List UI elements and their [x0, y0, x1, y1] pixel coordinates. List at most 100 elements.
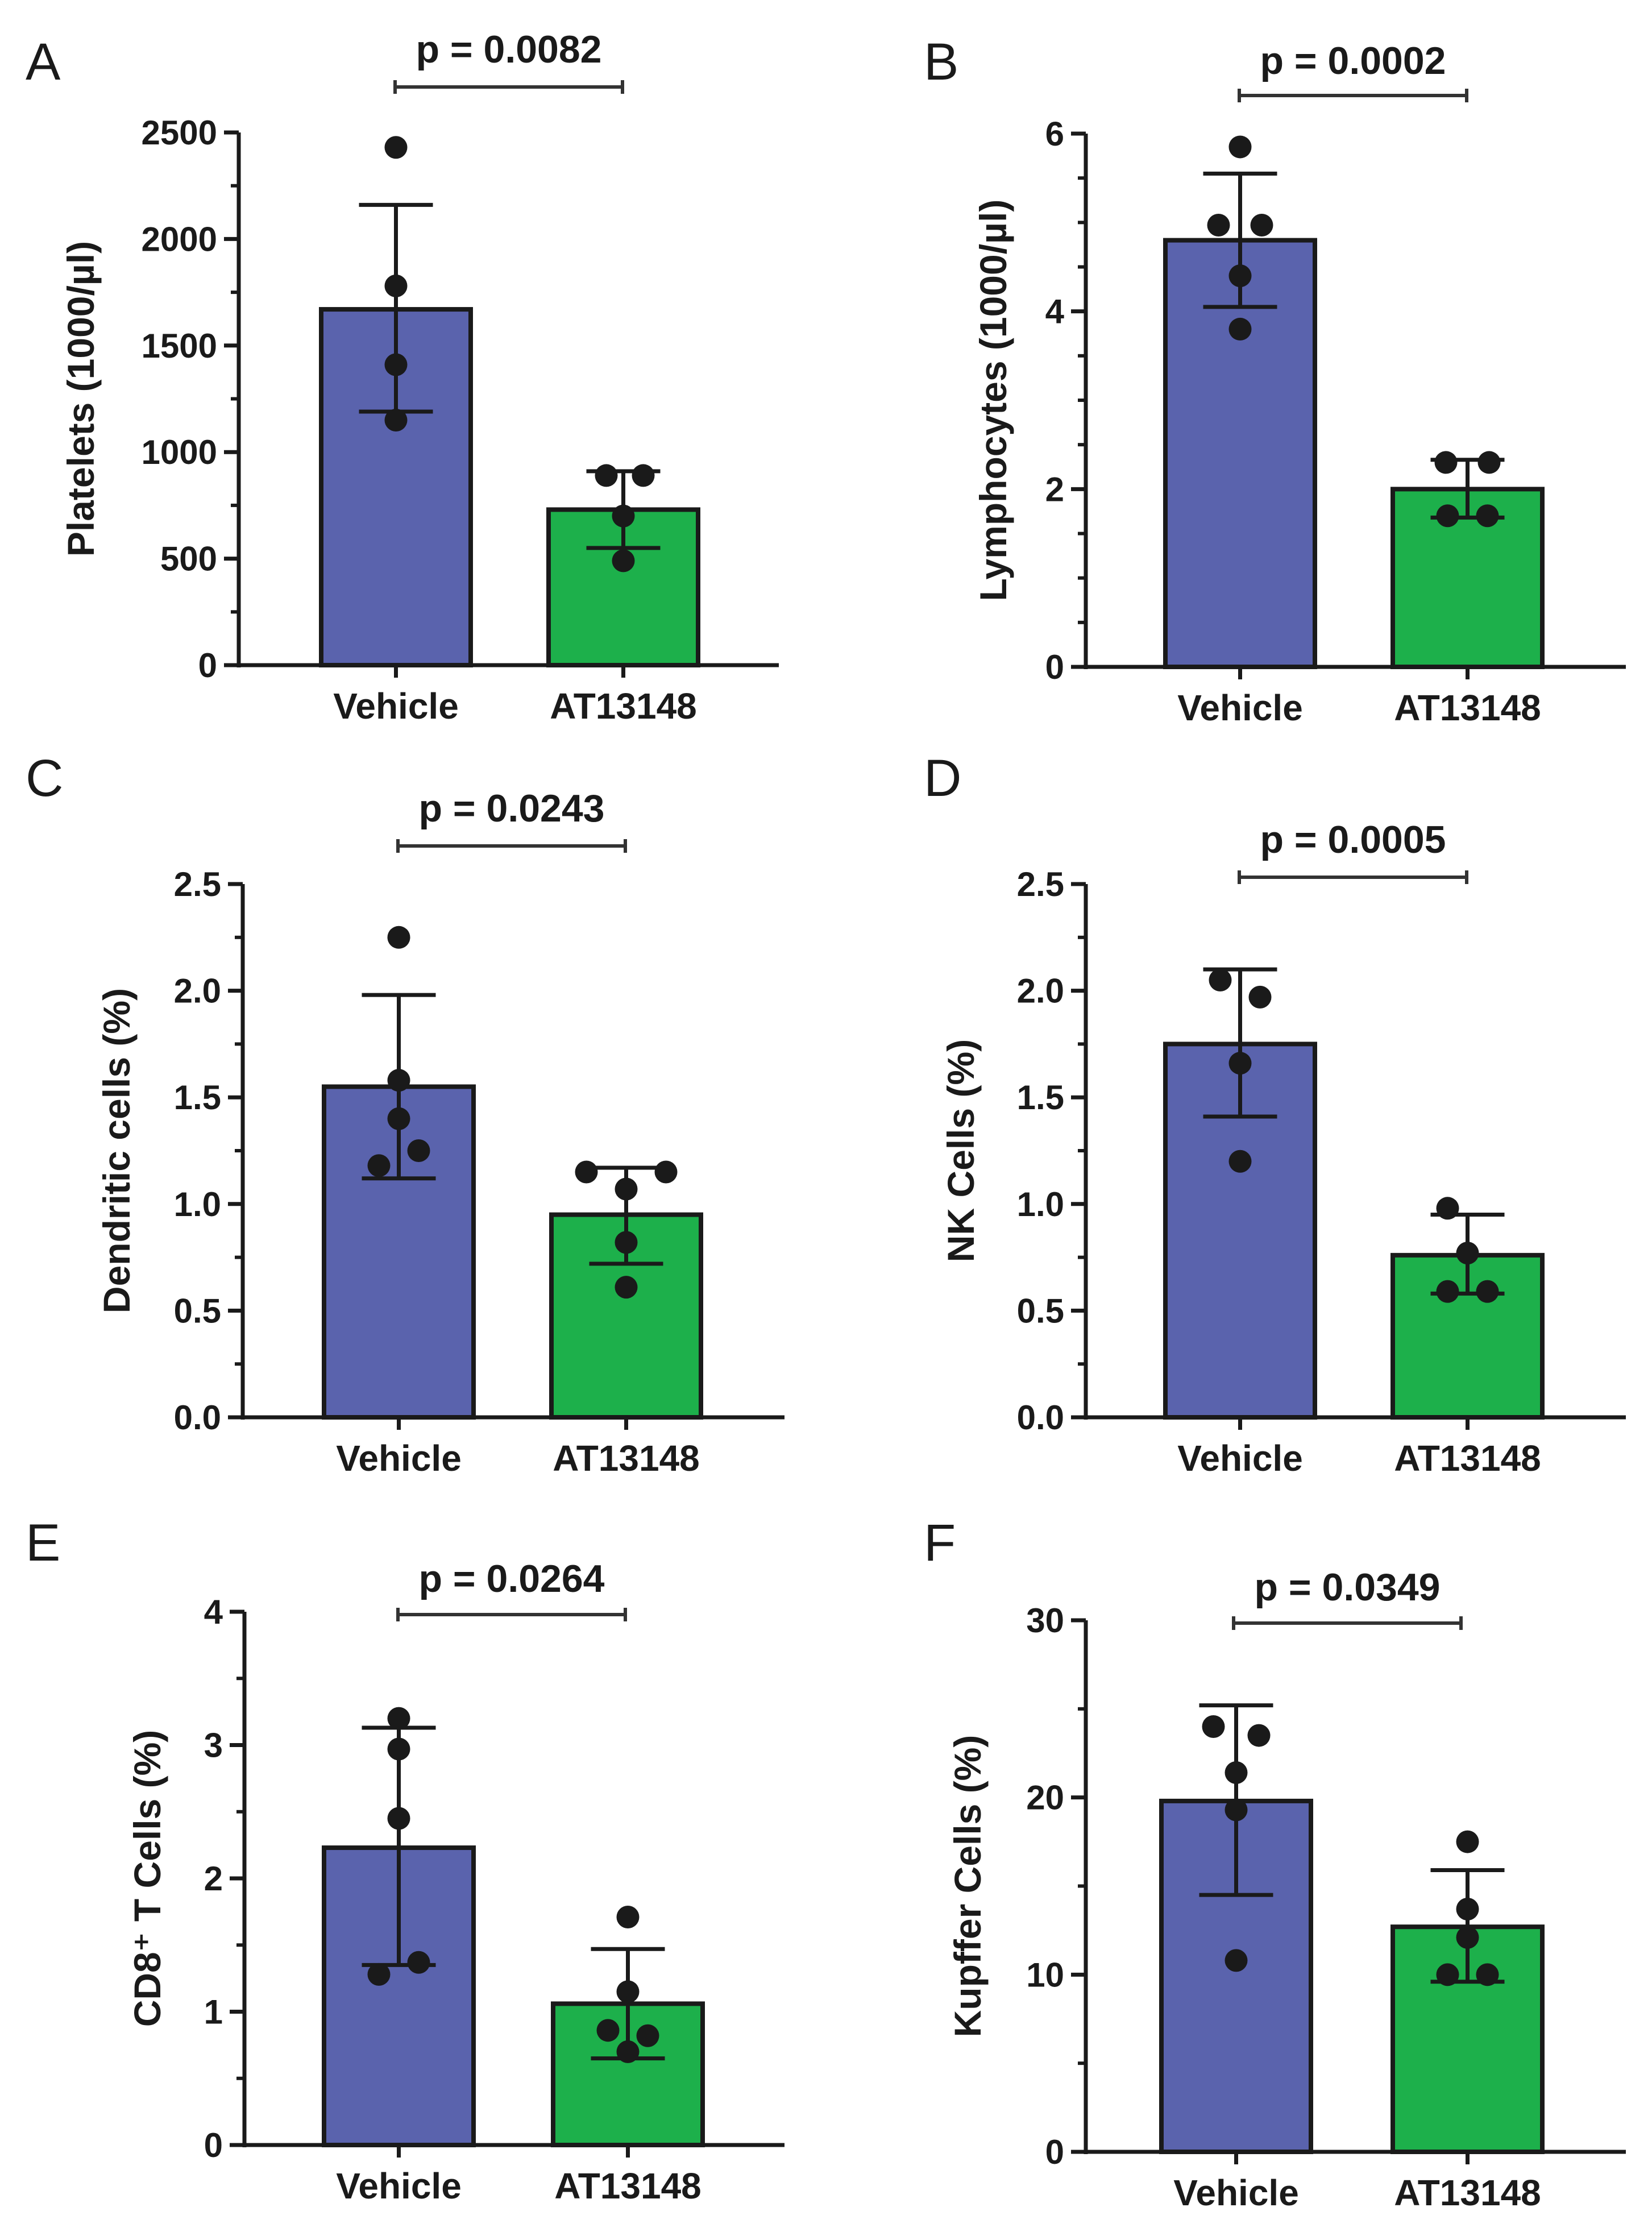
panel-f-point-vehicle-3	[1225, 1761, 1248, 1785]
panel-a-y-tick-label: 2000	[142, 220, 217, 258]
panel-e-letter: E	[26, 1514, 60, 1572]
panel-b-y-tick-label: 6	[1045, 115, 1064, 153]
panel-b-x-label-vehicle: Vehicle	[1177, 687, 1303, 728]
panel-b-point-at13148-4	[1476, 504, 1499, 528]
panel-a-point-at13148-3	[612, 504, 635, 528]
panel-f-point-vehicle-2	[1247, 1724, 1271, 1747]
panel-c-y-tick-label: 2.5	[174, 865, 221, 903]
panel-f-point-vehicle-4	[1225, 1798, 1248, 1822]
panel-a-y-tick-label: 2500	[142, 114, 217, 152]
panel-d-x-label-at13148: AT13148	[1394, 1438, 1541, 1479]
panel-c-point-at13148-1	[575, 1160, 598, 1184]
panel-b-point-vehicle-2	[1207, 214, 1230, 237]
panel-f-point-at13148-2	[1456, 1898, 1479, 1921]
panel-e-point-at13148-3	[596, 2019, 620, 2042]
panel-a-p-value: p = 0.0082	[416, 28, 601, 71]
panel-d-error-bar-vehicle	[1203, 967, 1277, 1119]
panel-c-p-value: p = 0.0243	[418, 787, 604, 830]
panel-f-significance-bracket	[1232, 1616, 1463, 1630]
panel-e-p-value: p = 0.0264	[418, 1557, 604, 1600]
panel-f-point-vehicle-1	[1202, 1715, 1225, 1738]
panel-c-point-at13148-4	[615, 1231, 638, 1254]
panel-a-y-tick-label: 500	[160, 540, 217, 578]
panel-a-x-label-at13148: AT13148	[550, 686, 697, 727]
panel-c-point-at13148-5	[615, 1276, 638, 1299]
panel-a-y-axis-title: Platelets (1000/µl)	[60, 241, 102, 557]
panel-c-point-vehicle-3	[387, 1107, 410, 1130]
panel-a-significance-bracket	[393, 80, 624, 94]
panel-c-y-axis-title: Dendritic cells (%)	[96, 988, 138, 1313]
panel-e-x-label-at13148: AT13148	[554, 2165, 702, 2206]
panel-e-y-tick-label: 4	[204, 1593, 223, 1631]
panel-d-y-axis-title: NK Cells (%)	[940, 1039, 982, 1262]
panel-e-point-at13148-2	[616, 1980, 640, 2003]
panel-a-y-tick-label: 1000	[142, 433, 217, 471]
panel-e-point-at13148-4	[636, 2024, 659, 2047]
panel-e-point-vehicle-3	[387, 1807, 410, 1830]
panel-d-p-value: p = 0.0005	[1260, 818, 1446, 861]
panel-a-point-at13148-4	[612, 549, 635, 572]
panel-f-x-label-vehicle: Vehicle	[1173, 2172, 1299, 2213]
panel-b-x-label-at13148: AT13148	[1394, 687, 1541, 728]
panel-b-letter: B	[924, 33, 958, 91]
panel-e-y-tick-label: 3	[204, 1727, 223, 1765]
panel-e-y-axis-title: CD8⁺ T Cells (%)	[126, 1730, 168, 2027]
panel-d-significance-bracket	[1238, 870, 1468, 884]
panel-d-y-tick-label: 1.0	[1017, 1185, 1064, 1223]
panel-d-y-tick-label: 2.5	[1017, 865, 1064, 903]
panel-f-point-at13148-1	[1456, 1830, 1479, 1853]
panel-c-x-label-vehicle: Vehicle	[336, 1438, 462, 1479]
panel-c-y-tick-label: 0.5	[174, 1292, 221, 1330]
panel-b-y-axis-title: Lymphocytes (1000/µl)	[972, 200, 1014, 601]
panel-c-point-vehicle-5	[367, 1154, 391, 1177]
panel-c-y-tick-label: 1.0	[174, 1185, 221, 1223]
panel-e-y-tick-label: 1	[204, 1993, 223, 2031]
panel-b-y-tick-label: 0	[1045, 648, 1064, 686]
panel-d-y-tick-label: 0.0	[1017, 1399, 1064, 1437]
panel-d-point-at13148-3	[1436, 1280, 1459, 1303]
panel-b-point-at13148-3	[1436, 504, 1459, 528]
panel-e-point-vehicle-2	[387, 1737, 410, 1761]
panel-c-point-vehicle-2	[387, 1069, 410, 1092]
panel-d-letter: D	[924, 749, 961, 807]
panel-f-y-tick-label: 20	[1026, 1779, 1064, 1817]
panel-f-point-at13148-5	[1476, 1963, 1499, 1986]
panel-c-x-label-at13148: AT13148	[553, 1438, 700, 1479]
panel-f-y-axis-title: Kupffer Cells (%)	[947, 1735, 989, 2038]
panel-e-point-vehicle-1	[387, 1707, 410, 1730]
panel-c-point-at13148-3	[654, 1160, 678, 1184]
panel-a-point-at13148-1	[595, 464, 618, 487]
panel-a-point-at13148-2	[632, 464, 655, 487]
panel-d-point-vehicle-2	[1248, 985, 1272, 1009]
panel-e-x-label-vehicle: Vehicle	[336, 2165, 462, 2206]
panel-e-y-tick-label: 0	[204, 2126, 223, 2164]
panel-b-point-vehicle-3	[1250, 214, 1273, 237]
panel-e-point-at13148-5	[616, 2040, 640, 2063]
panel-c-y-tick-label: 1.5	[174, 1078, 221, 1117]
panel-e-significance-bracket	[396, 1608, 627, 1621]
panel-a-point-vehicle-2	[384, 274, 408, 297]
panel-d-point-at13148-2	[1456, 1242, 1479, 1265]
panel-b-y-tick-label: 4	[1045, 293, 1065, 331]
panel-d-y-tick-label: 2.0	[1017, 972, 1064, 1010]
panel-d-point-vehicle-1	[1209, 968, 1232, 991]
panel-b-point-vehicle-4	[1228, 264, 1252, 288]
panel-a-y-tick-label: 1500	[142, 327, 217, 365]
panel-f-letter: F	[924, 1514, 956, 1572]
panel-b-point-vehicle-1	[1228, 135, 1252, 159]
panel-f-y-tick-label: 10	[1026, 1956, 1064, 1994]
panel-d-point-vehicle-3	[1228, 1052, 1252, 1075]
panel-e-point-vehicle-4	[407, 1951, 430, 1974]
panel-c-point-at13148-2	[615, 1177, 638, 1201]
panel-c-significance-bracket	[396, 839, 627, 853]
panel-b-y-tick-label: 2	[1045, 470, 1064, 508]
panel-f-y-tick-label: 0	[1045, 2133, 1064, 2171]
panel-b-point-vehicle-5	[1228, 317, 1252, 341]
panel-f-point-at13148-4	[1436, 1963, 1459, 1986]
panel-d-y-tick-label: 0.5	[1017, 1292, 1064, 1330]
panel-f-p-value: p = 0.0349	[1254, 1566, 1440, 1609]
panel-e-y-tick-label: 2	[204, 1860, 223, 1898]
panel-a-x-label-vehicle: Vehicle	[333, 686, 459, 727]
panel-d-point-vehicle-4	[1228, 1150, 1252, 1173]
